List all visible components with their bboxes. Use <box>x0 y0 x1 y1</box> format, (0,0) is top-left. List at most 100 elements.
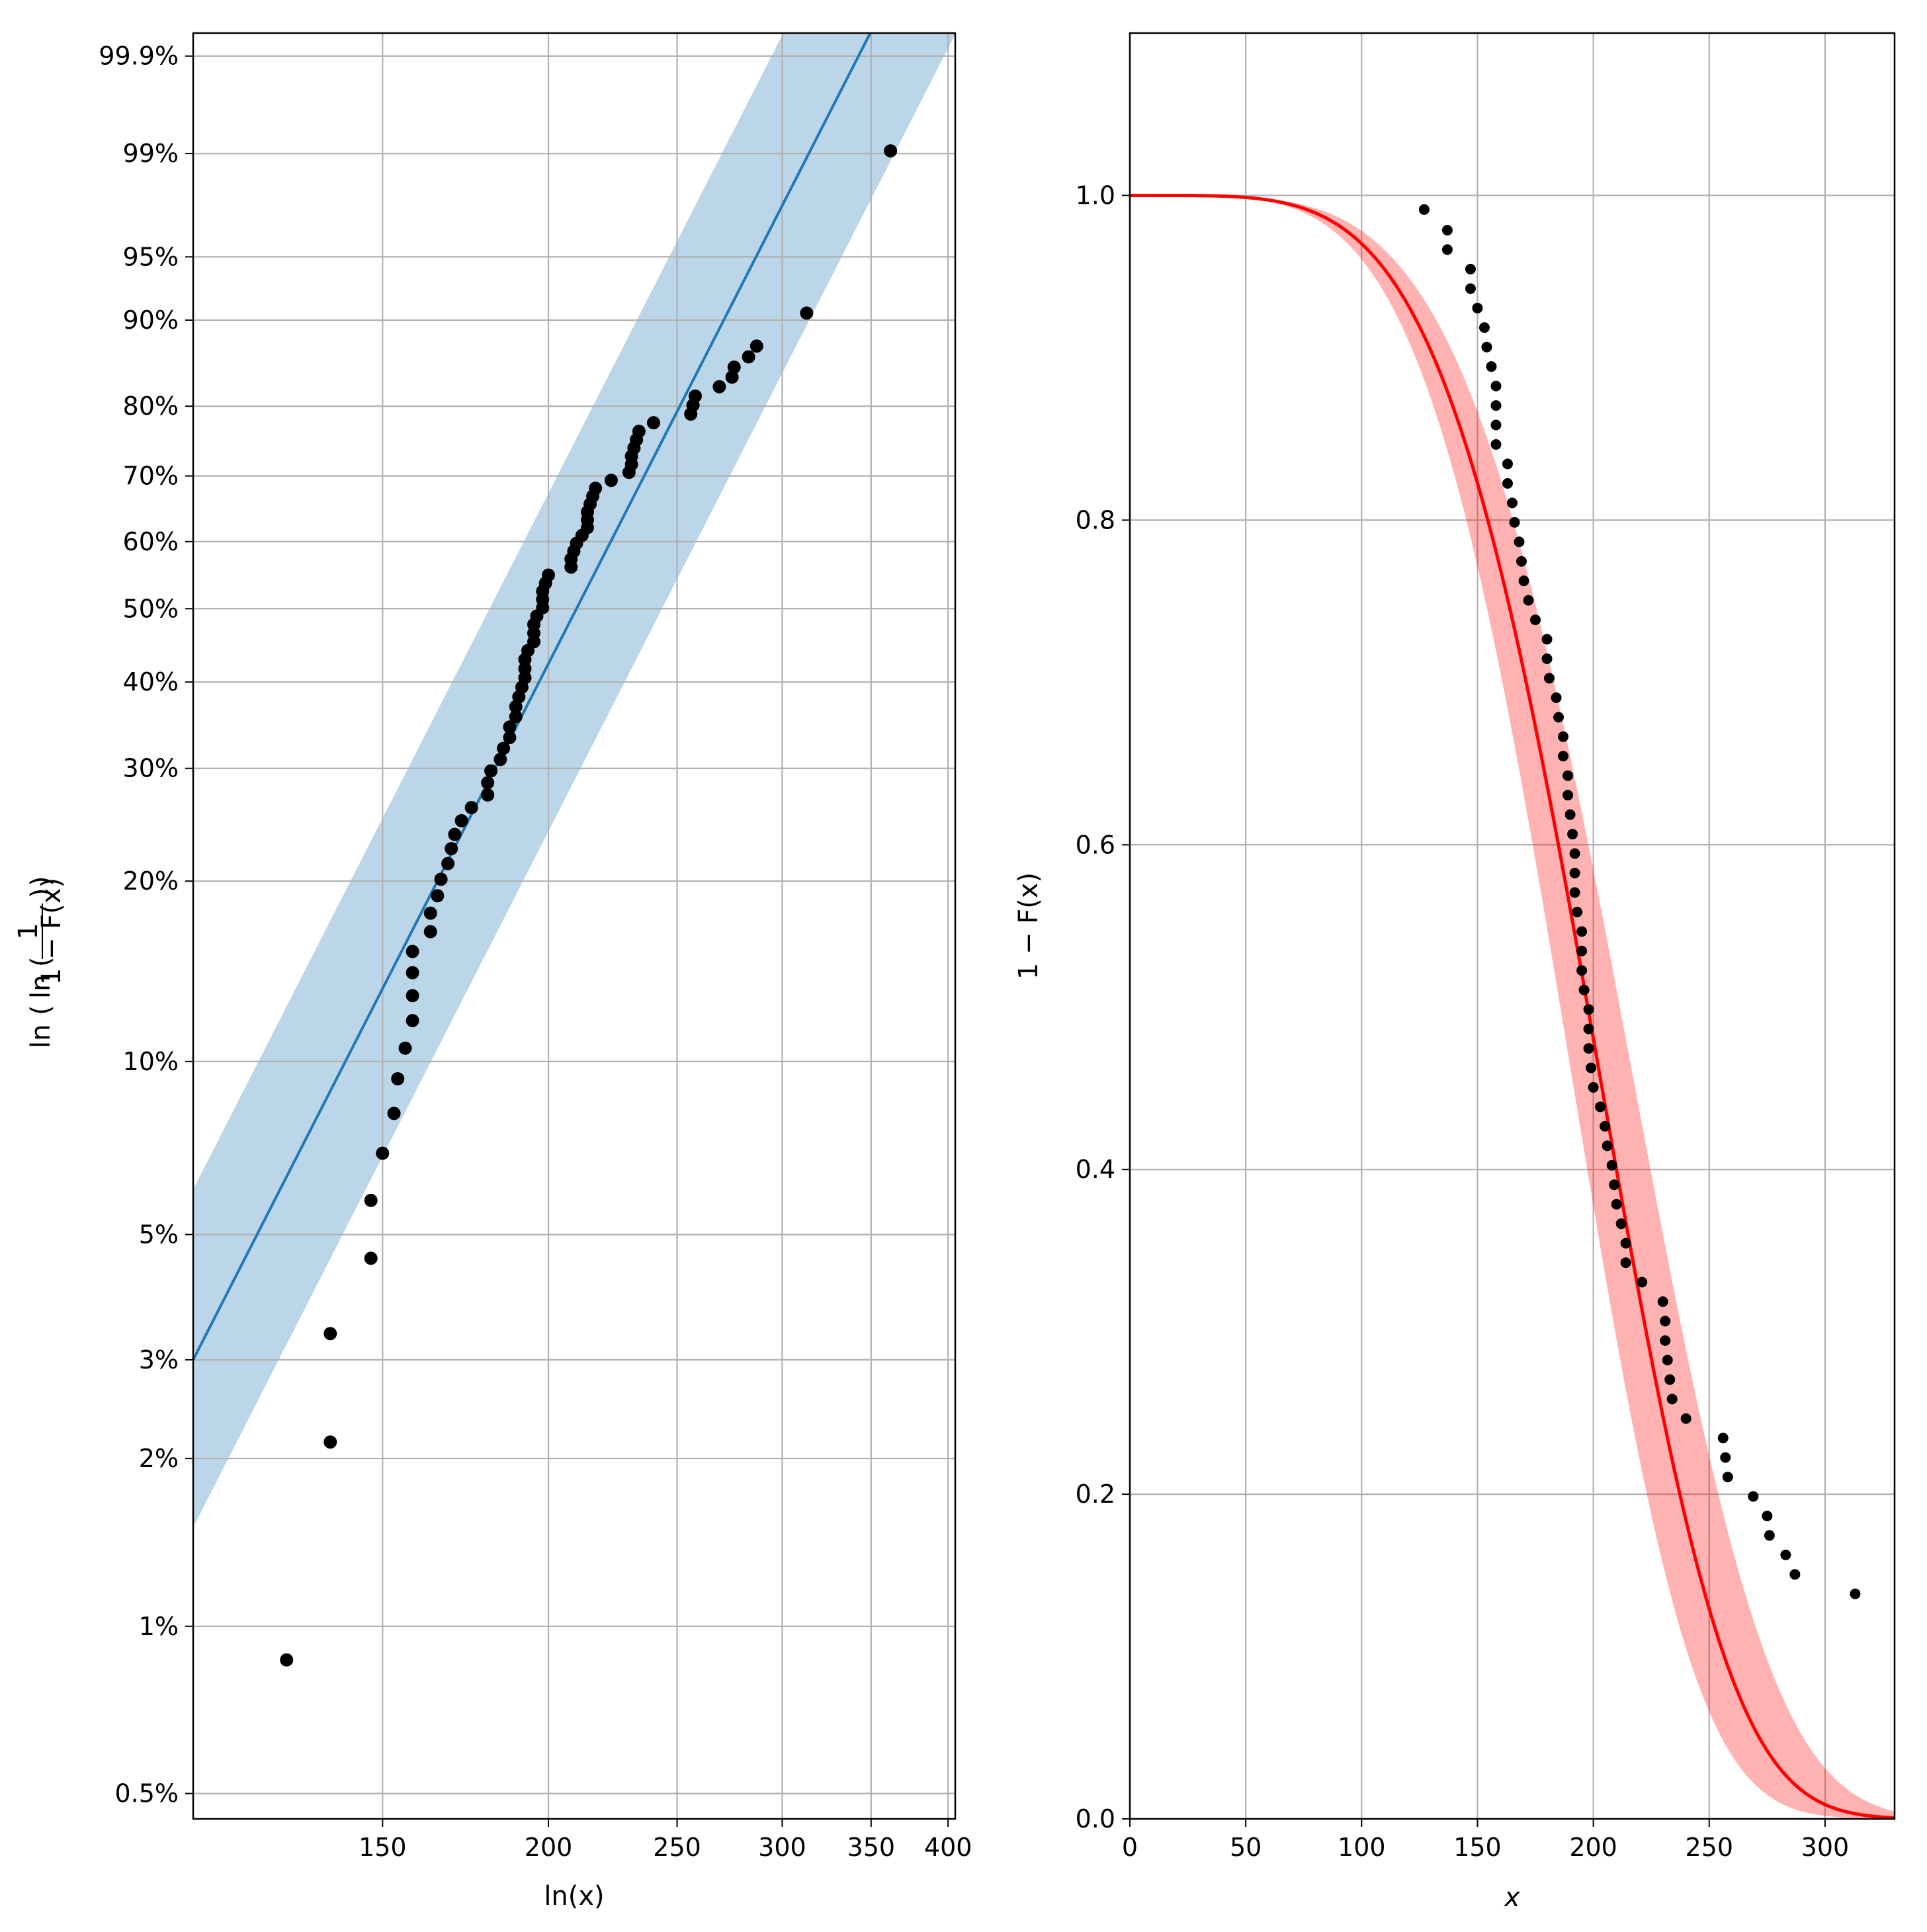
data-point <box>727 360 741 374</box>
svg-text:ln: ln <box>26 1025 56 1048</box>
data-point <box>1530 614 1541 626</box>
data-point <box>431 889 445 903</box>
x-tick-label: 300 <box>1801 1833 1850 1862</box>
data-point <box>323 1327 337 1341</box>
data-point <box>364 1193 378 1207</box>
data-point <box>434 872 448 886</box>
data-point <box>1662 1355 1673 1366</box>
x-axis-ticks: 150 200 250 300 350 400 <box>359 1819 972 1862</box>
axes-frame <box>1129 32 1896 1820</box>
data-point <box>1551 692 1562 703</box>
y-tick-label: 5% <box>139 1220 179 1249</box>
x-tick-label: 150 <box>1453 1833 1502 1862</box>
fit-line <box>1130 193 1895 1820</box>
data-point <box>1572 906 1583 917</box>
data-point <box>542 568 556 582</box>
data-point <box>589 482 603 495</box>
y-tick-label: 50% <box>123 594 179 623</box>
data-point <box>1606 1159 1617 1171</box>
data-point <box>518 671 532 685</box>
data-point <box>1564 809 1576 820</box>
y-axis-label: 1 − F(x) <box>1013 872 1044 980</box>
data-point <box>445 842 458 856</box>
y-tick-label: 0.2 <box>1076 1480 1115 1509</box>
data-point <box>1558 751 1569 762</box>
data-point <box>1583 1004 1594 1015</box>
data-point <box>1569 867 1580 878</box>
fitted-survival-curve <box>1130 193 1895 1820</box>
x-axis-label: x <box>1503 1882 1520 1913</box>
data-point <box>1583 1043 1594 1054</box>
data-point <box>1514 536 1525 548</box>
data-point <box>406 945 419 958</box>
data-point <box>1509 517 1520 528</box>
data-point <box>742 350 755 364</box>
data-point <box>481 788 495 802</box>
survival-function-plot: 0 50 100 150 200 250 300 0.00.20.40.60.81.0 x … <box>1013 32 1896 1913</box>
y-tick-label: 1% <box>139 1612 179 1641</box>
data-point <box>1507 497 1518 509</box>
data-point <box>1481 341 1492 353</box>
y-tick-label: 90% <box>123 306 179 335</box>
weibull-probability-plot: 150 200 250 300 350 400 0.5% 1% 2% 3% 5% 10% 20% 30%… <box>13 32 972 1911</box>
data-point <box>1490 439 1502 450</box>
data-point <box>1569 848 1580 859</box>
data-point <box>1764 1530 1775 1541</box>
x-axis-ticks: 0 50 100 150 200 250 300 <box>1122 1819 1849 1862</box>
data-point <box>464 801 478 815</box>
data-point <box>1609 1179 1620 1191</box>
data-point <box>725 370 739 384</box>
data-point <box>1576 965 1588 976</box>
svg-text:(: ( <box>26 1005 56 1015</box>
fitted-line <box>193 33 872 1361</box>
data-point <box>1611 1198 1622 1210</box>
data-point <box>1595 1101 1606 1113</box>
data-point <box>493 753 507 767</box>
data-point <box>632 425 646 439</box>
y-tick-label: 30% <box>123 754 179 783</box>
data-points <box>1418 204 1861 1599</box>
y-tick-label: 0.0 <box>1076 1804 1115 1833</box>
data-point <box>1490 400 1502 411</box>
data-point <box>391 1072 405 1086</box>
data-point <box>1664 1374 1676 1385</box>
data-point <box>1518 575 1529 587</box>
data-point <box>1502 458 1513 470</box>
data-point <box>1441 224 1453 235</box>
data-point <box>1541 653 1553 664</box>
y-tick-label: 80% <box>123 392 179 421</box>
axes-frame <box>192 32 957 1820</box>
x-tick-label: 300 <box>758 1833 806 1862</box>
data-point <box>484 764 498 778</box>
y-tick-label: 2% <box>139 1444 179 1473</box>
data-point <box>1586 1062 1597 1073</box>
data-point <box>448 827 462 841</box>
svg-text:): ) <box>26 876 56 886</box>
data-point <box>398 1041 412 1055</box>
data-point <box>280 1653 294 1667</box>
x-tick-label: 200 <box>525 1833 573 1862</box>
data-point <box>1720 1452 1731 1463</box>
data-point <box>646 416 660 430</box>
y-tick-label: 0.5% <box>114 1779 179 1808</box>
y-tick-label: 0.8 <box>1076 505 1115 534</box>
data-point <box>1850 1588 1861 1599</box>
data-point <box>509 710 523 724</box>
data-point <box>1583 1023 1594 1034</box>
data-point <box>1660 1335 1671 1346</box>
y-axis-ticks: 0.5% 1% 2% 3% 5% 10% 20% 30% 40% 50% 60% 70% 80% 90% 9… <box>99 42 193 1808</box>
svg-text:(: ( <box>26 956 56 967</box>
data-point <box>1762 1510 1773 1521</box>
data-point <box>1620 1257 1631 1269</box>
data-point <box>800 306 814 320</box>
data-point <box>1717 1433 1729 1444</box>
data-point <box>1600 1120 1611 1132</box>
y-tick-label: 70% <box>123 462 179 491</box>
y-tick-label: 99.9% <box>99 42 179 71</box>
y-tick-label: 40% <box>123 667 179 696</box>
x-tick-label: 400 <box>924 1833 972 1862</box>
data-point <box>1602 1140 1613 1152</box>
x-tick-label: 50 <box>1230 1833 1262 1862</box>
data-point <box>503 731 517 745</box>
